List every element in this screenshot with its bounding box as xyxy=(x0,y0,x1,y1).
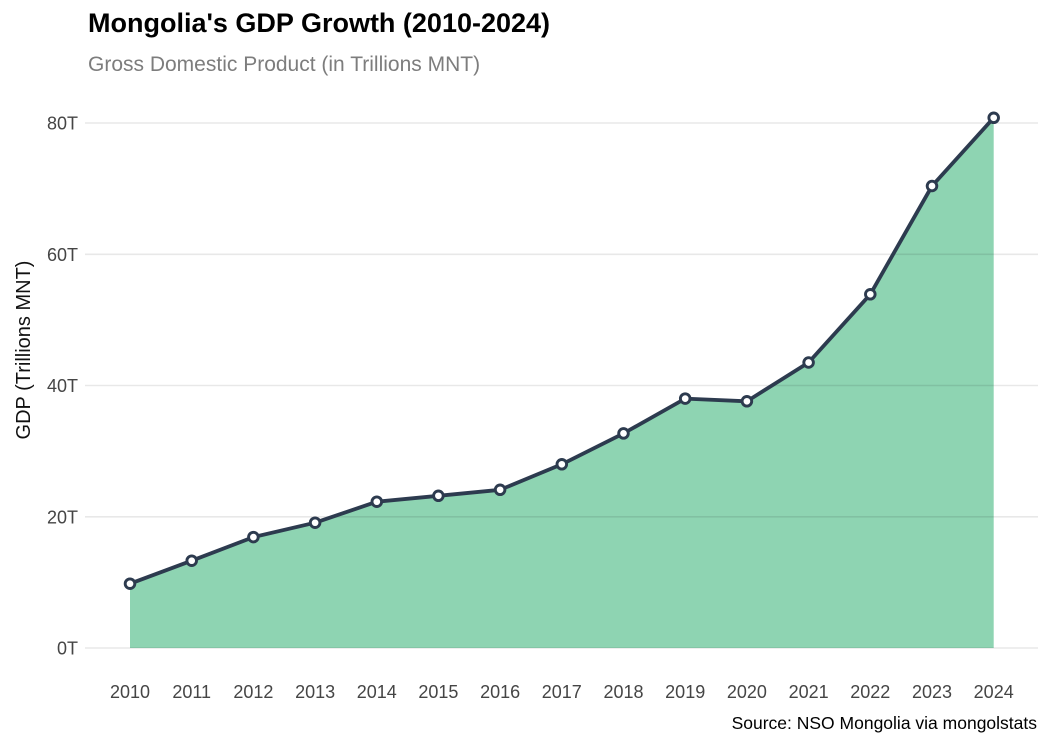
data-point-2014 xyxy=(370,495,384,508)
data-point-2024 xyxy=(987,111,1000,125)
y-tick-label: 80T xyxy=(47,114,78,134)
data-point-2010 xyxy=(123,577,137,590)
gdp-area-fill xyxy=(130,117,994,649)
x-tick-label: 2010 xyxy=(110,682,150,702)
data-point-2020 xyxy=(740,395,754,408)
y-tick-label: 40T xyxy=(47,376,78,396)
x-tick-label: 2015 xyxy=(418,682,458,702)
y-tick-label: 0T xyxy=(57,639,78,659)
data-point-2016 xyxy=(493,483,507,497)
chart-title: Mongolia's GDP Growth (2010-2024) xyxy=(88,8,551,38)
data-point-2022 xyxy=(864,288,877,301)
source-caption: Source: NSO Mongolia via mongolstats xyxy=(731,713,1037,733)
data-point-2013 xyxy=(308,516,322,529)
x-tick-label: 2016 xyxy=(480,682,520,702)
x-tick-label: 2011 xyxy=(172,682,211,702)
x-tick-label: 2018 xyxy=(603,682,643,702)
x-tick-label: 2021 xyxy=(789,682,829,702)
data-point-2023 xyxy=(925,179,939,193)
data-point-2021 xyxy=(802,356,815,369)
y-tick-label: 20T xyxy=(47,507,78,527)
x-tick-label: 2020 xyxy=(727,682,767,702)
data-point-2012 xyxy=(247,530,260,544)
x-tick-label: 2012 xyxy=(233,682,273,702)
chart-subtitle: Gross Domestic Product (in Trillions MNT… xyxy=(88,53,481,76)
x-tick-label: 2013 xyxy=(295,682,335,702)
x-tick-label: 2024 xyxy=(974,682,1014,702)
data-point-2015 xyxy=(432,489,445,503)
x-tick-label: 2017 xyxy=(542,682,582,702)
data-point-2019 xyxy=(678,392,692,405)
y-axis-title: GDP (Trillions MNT) xyxy=(13,261,35,440)
y-tick-label: 60T xyxy=(47,245,78,265)
x-tick-label: 2014 xyxy=(357,682,397,702)
data-point-2011 xyxy=(185,554,198,567)
x-tick-label: 2023 xyxy=(912,682,952,702)
data-point-2018 xyxy=(617,427,630,440)
data-point-2017 xyxy=(555,458,569,471)
x-tick-label: 2022 xyxy=(850,682,890,702)
x-tick-label: 2019 xyxy=(665,682,705,702)
